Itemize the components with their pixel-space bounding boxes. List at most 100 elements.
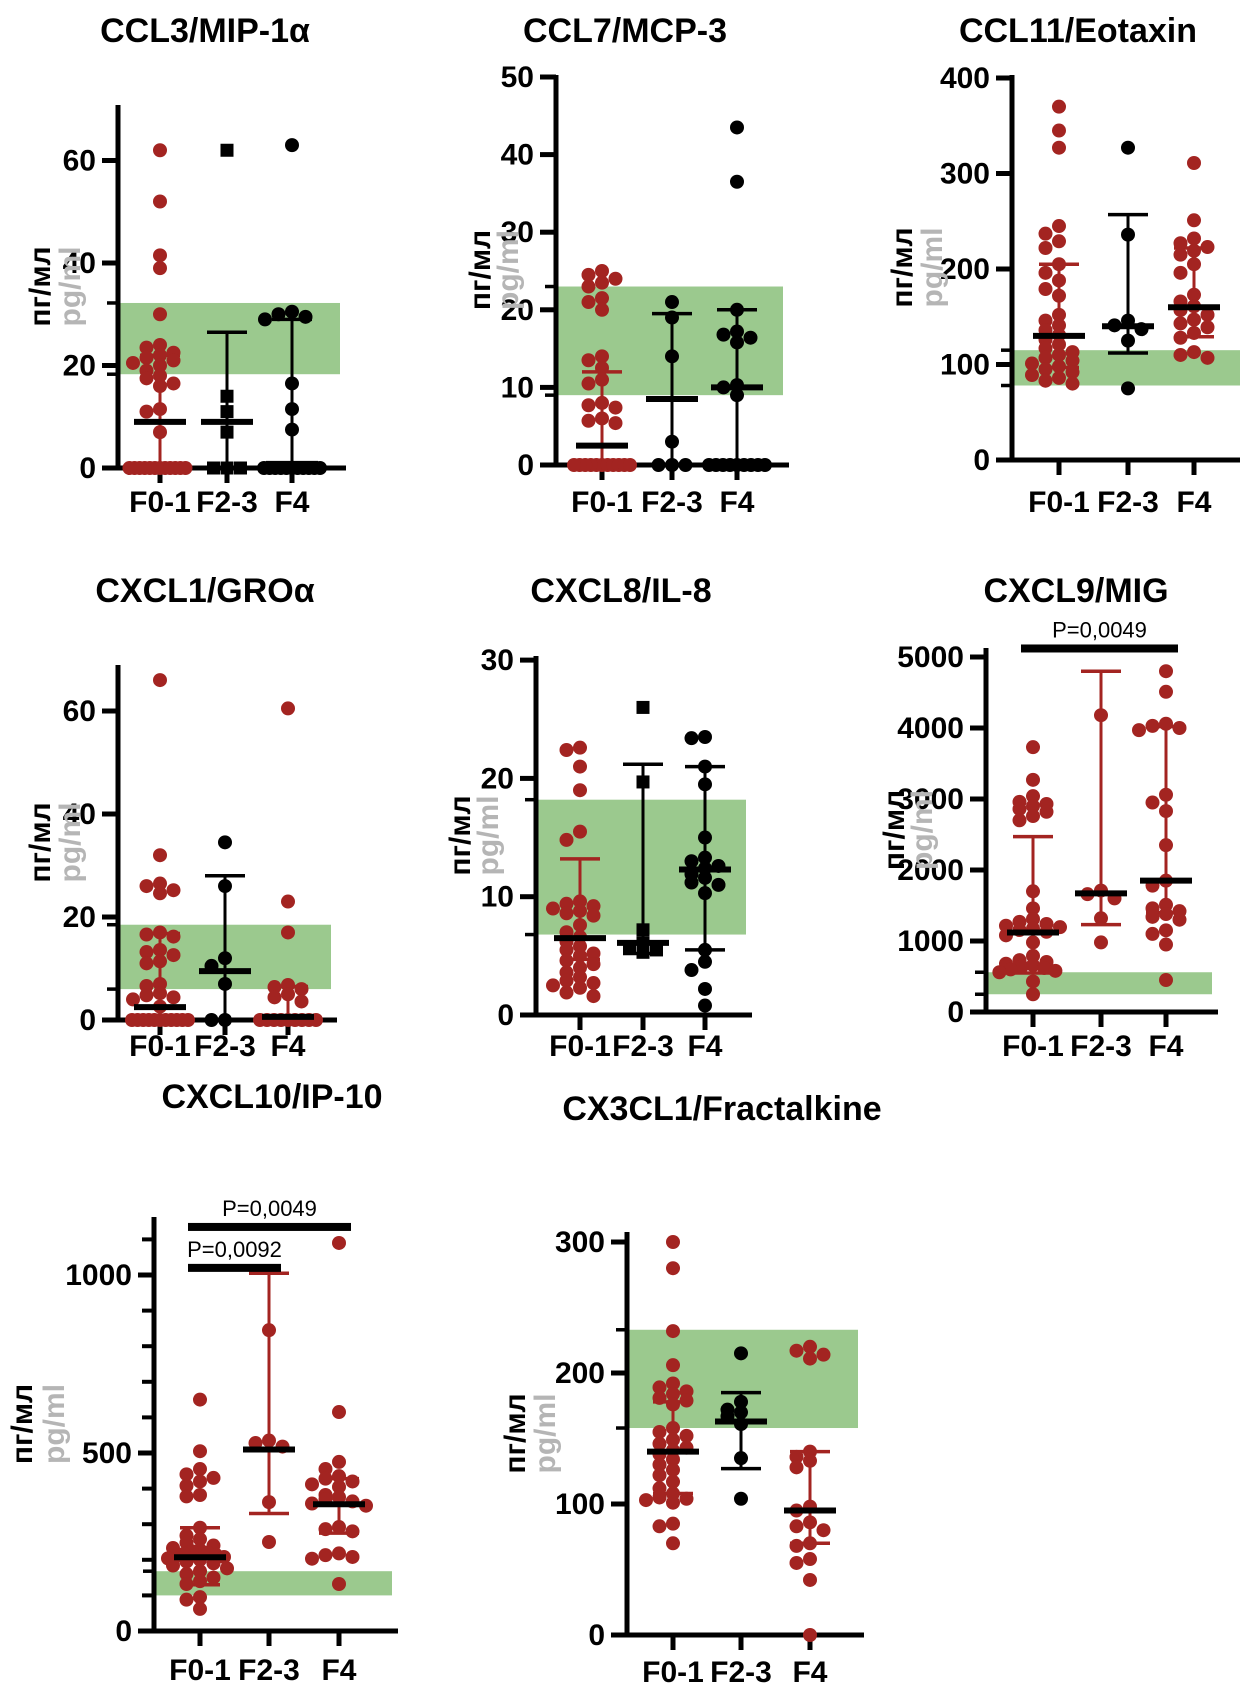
data-point (153, 248, 167, 263)
data-point (204, 1013, 219, 1027)
p-value-label: P=0,0049 (222, 1196, 317, 1221)
data-point (1026, 884, 1040, 899)
plot-title: CXCL9/MIG (983, 572, 1168, 610)
data-point (166, 376, 181, 391)
data-point (153, 986, 167, 1001)
data-point (1094, 708, 1108, 723)
data-point (789, 1538, 804, 1553)
data-point (1052, 273, 1066, 288)
data-point (666, 1376, 680, 1391)
y-tick-label: 0 (973, 444, 990, 477)
y-tick-label: 0 (497, 999, 514, 1032)
y-tick-label: 10 (501, 371, 534, 404)
data-point (665, 458, 679, 472)
data-point (1173, 247, 1188, 262)
data-point (698, 998, 712, 1013)
y-tick-label: 4000 (897, 712, 964, 745)
data-point (1187, 325, 1201, 340)
data-point (122, 461, 137, 475)
data-point (652, 1424, 667, 1439)
data-point (1159, 716, 1173, 731)
data-point (1065, 376, 1080, 391)
data-point (1132, 723, 1146, 738)
data-point (332, 1235, 346, 1250)
y-tick-label: 40 (63, 798, 96, 831)
y-axis-label-en: pg/ml (38, 1384, 71, 1464)
data-point (639, 1493, 653, 1508)
data-point (153, 379, 167, 393)
data-point (220, 425, 234, 439)
data-point (1052, 370, 1066, 385)
data-point (1038, 226, 1053, 241)
data-point (1187, 155, 1201, 170)
data-point (789, 1449, 804, 1464)
data-point (1145, 718, 1160, 733)
data-point (684, 854, 699, 869)
plot-title: CXCL8/IL-8 (530, 572, 711, 610)
plot-svg-ccl7: 0 10 20 30 40 50 F0-1 F2-3 F4 CCL7/MCP-3 пг/млpg/m… (464, 12, 789, 519)
data-point (789, 1519, 804, 1534)
data-point (139, 927, 154, 942)
y-tick-label: 300 (555, 1226, 605, 1259)
data-point (281, 925, 295, 940)
y-axis-label-ru: пг/мл (6, 1384, 39, 1464)
data-point (586, 989, 601, 1004)
data-point (193, 1601, 207, 1616)
y-axis-label-ru: пг/мл (444, 795, 477, 875)
data-point (684, 731, 699, 746)
data-point (285, 402, 299, 417)
plot-title: CXCL10/IP-10 (161, 1078, 382, 1116)
data-point (206, 1470, 221, 1485)
y-axis-label-ru: пг/мл (886, 227, 919, 307)
plot-title: CCL7/MCP-3 (523, 12, 727, 50)
data-point (1187, 257, 1201, 272)
x-category-label: F2-3 (1070, 1030, 1132, 1060)
data-point (1173, 265, 1188, 280)
data-point (166, 929, 181, 944)
data-point (684, 875, 699, 890)
y-tick-label: 30 (501, 216, 534, 249)
data-point (153, 886, 167, 901)
data-point (636, 923, 650, 937)
data-point (1159, 664, 1173, 679)
y-tick-label: 60 (63, 145, 96, 178)
data-point (1014, 959, 1029, 974)
data-point (581, 353, 596, 368)
data-point (1038, 350, 1053, 365)
data-point (1173, 316, 1188, 331)
data-point (220, 1561, 234, 1576)
data-point (1052, 257, 1066, 272)
data-point (262, 1323, 276, 1338)
data-point (1145, 909, 1160, 924)
data-point (803, 1572, 817, 1587)
data-point (1121, 381, 1135, 396)
data-point (1038, 265, 1053, 280)
data-point (595, 372, 609, 387)
data-point (1200, 350, 1215, 365)
x-category-label: F4 (792, 1656, 827, 1688)
data-point (665, 295, 679, 310)
data-point (1159, 973, 1173, 988)
data-point (1052, 123, 1066, 138)
data-point (332, 1405, 346, 1420)
data-point (698, 759, 712, 774)
data-point (1065, 365, 1080, 380)
data-point (153, 338, 167, 352)
y-tick-label: 500 (82, 1437, 132, 1470)
data-point (1026, 901, 1040, 916)
data-point (684, 963, 699, 978)
data-point (573, 824, 587, 839)
p-value-bar (188, 1263, 281, 1272)
y-tick-label: 0 (947, 996, 964, 1029)
data-point (1159, 684, 1173, 699)
data-point (139, 879, 154, 894)
data-point (305, 1477, 319, 1492)
data-point (665, 434, 679, 449)
data-point (281, 987, 295, 1002)
data-point (734, 1451, 748, 1466)
data-point (559, 906, 574, 921)
x-category-label: F2-3 (194, 1030, 256, 1060)
data-point (332, 1577, 346, 1592)
